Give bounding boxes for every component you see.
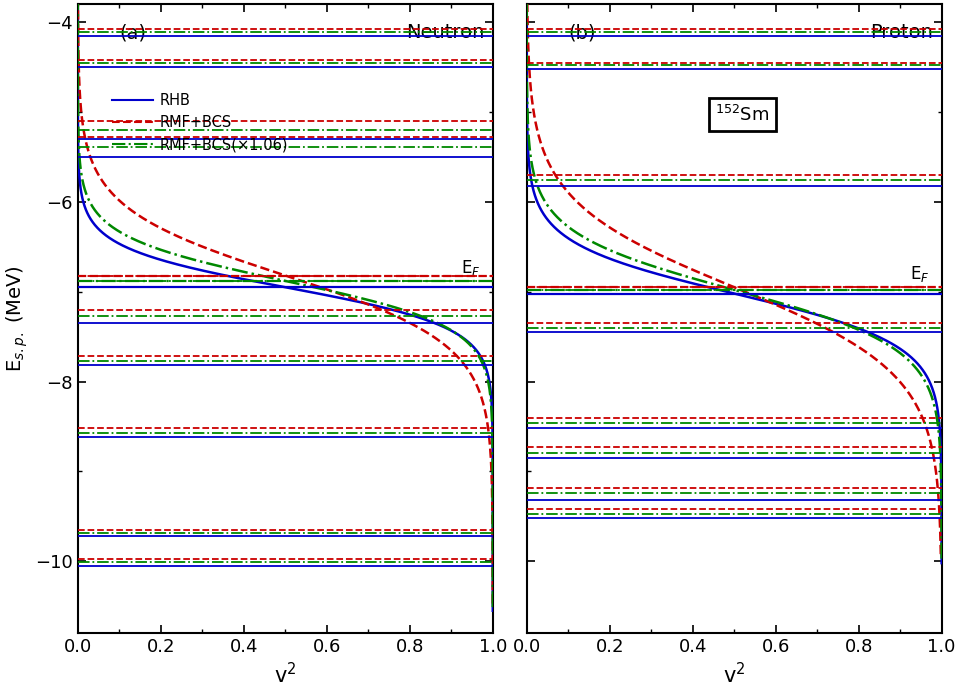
Text: Neutron: Neutron	[406, 23, 485, 42]
X-axis label: v$^2$: v$^2$	[723, 662, 745, 687]
Text: E$_F$: E$_F$	[910, 264, 929, 284]
Legend: RHB, RMF+BCS, RMF+BCS(×1.06): RHB, RMF+BCS, RMF+BCS(×1.06)	[106, 87, 294, 158]
Y-axis label: E$_{s.p.}$ (MeV): E$_{s.p.}$ (MeV)	[4, 265, 30, 372]
Text: (b): (b)	[568, 23, 595, 42]
Text: $^{152}$Sm: $^{152}$Sm	[715, 105, 770, 125]
Text: Proton: Proton	[871, 23, 933, 42]
Text: (a): (a)	[119, 23, 146, 42]
X-axis label: v$^2$: v$^2$	[275, 662, 297, 687]
Text: E$_F$: E$_F$	[461, 258, 480, 278]
